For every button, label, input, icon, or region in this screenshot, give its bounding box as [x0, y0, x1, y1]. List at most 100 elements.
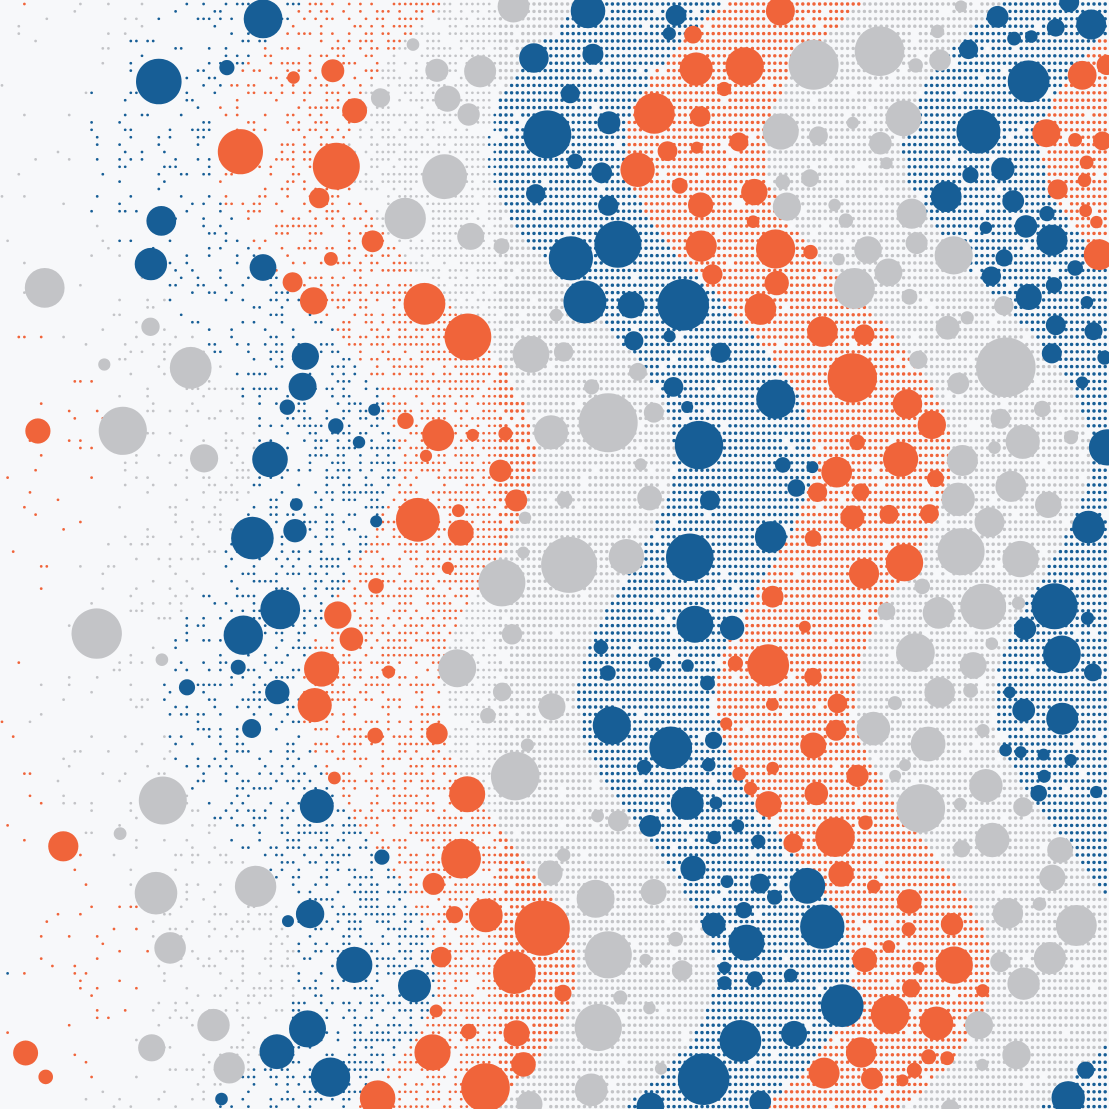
small-dot	[280, 61, 284, 65]
small-dot	[571, 179, 575, 184]
small-dot	[851, 17, 855, 21]
small-dot	[812, 202, 816, 206]
small-dot	[588, 68, 592, 73]
small-dot	[403, 17, 407, 21]
small-dot	[806, 216, 811, 221]
small-dot	[750, 231, 755, 236]
small-dot	[560, 46, 564, 51]
small-dot	[403, 261, 407, 265]
small-dot	[1092, 128, 1096, 132]
small-dot	[834, 120, 839, 125]
small-dot	[728, 253, 732, 258]
small-dot	[179, 113, 183, 117]
small-dot	[521, 113, 525, 117]
small-dot	[1041, 105, 1046, 110]
small-dot	[677, 172, 682, 176]
small-dot	[163, 150, 166, 154]
small-dot	[336, 98, 340, 102]
small-dot	[454, 69, 457, 72]
small-dot	[571, 105, 575, 110]
small-dot	[621, 202, 626, 206]
small-dot	[739, 231, 743, 236]
small-dot	[1041, 39, 1046, 43]
small-dot	[857, 91, 861, 95]
small-dot	[1008, 128, 1012, 132]
small-dot	[812, 268, 816, 273]
small-dot	[941, 105, 945, 110]
small-dot	[331, 17, 334, 21]
small-dot	[1103, 2, 1107, 6]
small-dot	[571, 172, 575, 176]
small-dot	[963, 83, 967, 88]
small-dot	[694, 172, 699, 176]
small-dot	[426, 54, 429, 58]
small-dot	[431, 254, 435, 257]
small-dot	[845, 187, 850, 191]
small-dot	[454, 269, 457, 272]
small-dot	[554, 209, 559, 213]
small-dot	[1013, 113, 1018, 117]
small-dot	[1081, 91, 1085, 95]
small-dot	[733, 105, 738, 110]
small-dot	[1025, 202, 1029, 206]
small-dot	[823, 39, 827, 43]
small-dot	[565, 68, 570, 73]
small-dot	[666, 83, 671, 88]
small-dot	[297, 61, 301, 65]
small-dot	[812, 194, 816, 199]
small-dot	[543, 268, 547, 273]
small-dot	[840, 142, 844, 147]
small-dot	[1013, 239, 1018, 243]
small-dot	[941, 142, 945, 147]
small-dot	[711, 98, 715, 102]
small-dot	[767, 54, 771, 58]
small-dot	[1008, 54, 1012, 58]
small-dot	[868, 165, 872, 169]
small-dot	[509, 224, 514, 228]
small-dot	[1053, 150, 1057, 154]
small-dot	[739, 172, 743, 176]
small-dot	[297, 246, 301, 250]
small-dot	[381, 224, 385, 228]
small-dot	[689, 216, 693, 221]
small-dot	[465, 128, 469, 132]
small-dot	[308, 239, 312, 243]
small-dot	[985, 253, 990, 258]
small-dot	[443, 135, 446, 139]
small-dot	[677, 268, 682, 273]
small-dot	[1075, 187, 1079, 191]
small-dot	[1041, 98, 1046, 102]
small-dot	[610, 39, 615, 43]
small-dot	[1097, 83, 1102, 88]
small-dot	[901, 187, 906, 191]
small-dot	[851, 2, 855, 6]
small-dot	[638, 31, 643, 36]
small-dot	[537, 216, 542, 221]
small-dot	[325, 91, 329, 95]
small-dot	[672, 253, 676, 258]
small-dot	[532, 224, 536, 228]
small-dot	[896, 179, 900, 184]
small-dot	[677, 165, 682, 169]
small-dot	[1086, 231, 1091, 236]
small-dot	[498, 31, 503, 36]
small-dot	[521, 187, 525, 191]
small-dot	[722, 172, 727, 176]
small-dot	[924, 76, 928, 80]
small-dot	[661, 202, 665, 206]
small-dot	[560, 194, 564, 199]
small-dot	[845, 253, 850, 258]
small-dot	[398, 254, 401, 257]
small-dot	[1013, 142, 1018, 147]
small-dot	[767, 150, 771, 154]
small-dot	[129, 135, 133, 139]
small-dot	[717, 135, 721, 139]
small-dot	[504, 142, 508, 147]
small-dot	[303, 187, 306, 191]
small-dot	[689, 261, 693, 265]
small-dot	[549, 179, 553, 184]
small-dot	[431, 217, 435, 220]
small-dot	[1064, 24, 1068, 28]
small-dot	[532, 253, 536, 258]
small-dot	[890, 187, 895, 191]
